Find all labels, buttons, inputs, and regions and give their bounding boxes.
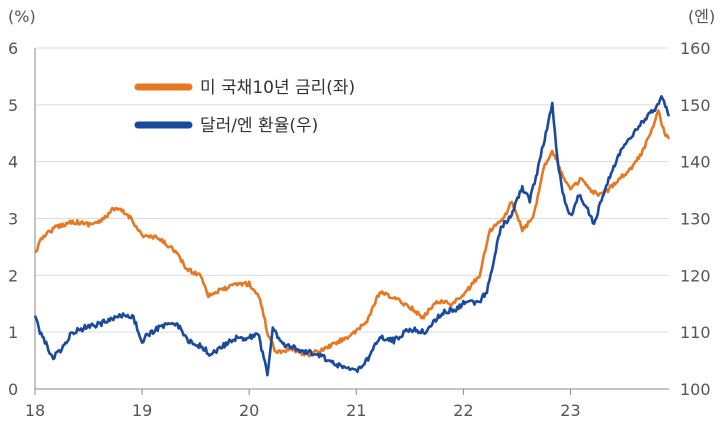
- x-tick-label: 21: [346, 401, 366, 420]
- left-tick-label: 0: [8, 380, 18, 399]
- series-lines: [33, 95, 671, 377]
- left-tick-label: 4: [8, 153, 18, 172]
- x-tick-label: 23: [560, 401, 580, 420]
- left-tick-label: 3: [8, 210, 18, 229]
- right-tick-label: 150: [680, 96, 711, 115]
- x-tick-label: 20: [239, 401, 259, 420]
- right-tick-label: 110: [680, 323, 711, 342]
- left-tick-label: 5: [8, 96, 18, 115]
- left-axis-unit: (%): [8, 7, 36, 26]
- legend-label: 달러/엔 환율(우): [200, 116, 318, 136]
- x-tick-label: 18: [25, 401, 45, 420]
- left-tick-label: 6: [8, 39, 18, 58]
- right-tick-label: 100: [680, 380, 711, 399]
- left-tick-label: 1: [8, 323, 18, 342]
- legend: 미 국채10년 금리(좌) 달러/엔 환율(우): [134, 78, 355, 136]
- series-line-2: [33, 95, 671, 377]
- right-tick-label: 140: [680, 153, 711, 172]
- right-axis-unit: (엔): [688, 7, 715, 26]
- series-line-1: [34, 109, 671, 358]
- right-tick-label: 130: [680, 210, 711, 229]
- legend-label: 미 국채10년 금리(좌): [200, 78, 355, 98]
- x-tick-label: 22: [453, 401, 473, 420]
- right-tick-label: 120: [680, 266, 711, 285]
- right-tick-label: 160: [680, 39, 711, 58]
- gridlines: [34, 47, 669, 390]
- x-tick-label: 19: [132, 401, 152, 420]
- left-tick-label: 2: [8, 266, 18, 285]
